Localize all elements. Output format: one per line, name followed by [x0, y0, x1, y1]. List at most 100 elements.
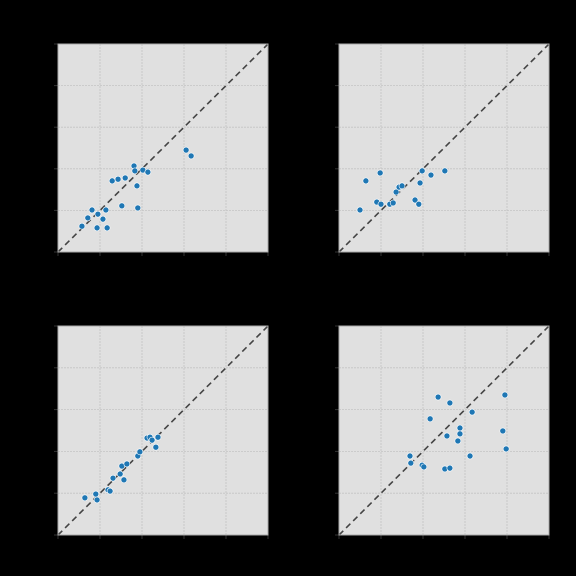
y-tick-label: 3	[45, 123, 51, 133]
point	[88, 206, 96, 214]
point	[446, 464, 454, 472]
point	[502, 445, 510, 453]
x-tick-label: 0	[336, 543, 342, 553]
plot-frame	[338, 43, 550, 253]
x-tick-label: 3	[462, 260, 468, 270]
point	[362, 177, 370, 185]
y-tick-label: 3	[45, 405, 51, 415]
point	[144, 168, 152, 176]
point	[434, 393, 442, 401]
point	[407, 459, 415, 467]
point	[114, 175, 122, 183]
point	[441, 167, 449, 175]
point	[420, 463, 428, 471]
x-tick-label: 1	[378, 260, 384, 270]
point	[454, 437, 462, 445]
x-tick-label: 5	[546, 260, 552, 270]
point	[376, 169, 384, 177]
plot-area	[58, 44, 268, 252]
point	[406, 452, 414, 460]
point	[356, 206, 364, 214]
point	[133, 182, 141, 190]
plot-frame	[57, 325, 269, 536]
y-tick-label: 1	[326, 489, 332, 499]
point	[93, 496, 101, 504]
plot-frame	[338, 325, 550, 536]
y-tick-label: 4	[45, 363, 51, 373]
point	[456, 430, 464, 438]
y-tick-label: 2	[45, 447, 51, 457]
point	[426, 415, 434, 423]
point	[501, 391, 509, 399]
point	[78, 222, 86, 230]
point	[499, 427, 507, 435]
x-tick-label: 0	[336, 260, 342, 270]
x-tick-label: 5	[265, 260, 271, 270]
point	[418, 167, 426, 175]
point	[152, 443, 160, 451]
point	[187, 152, 195, 160]
point	[134, 204, 142, 212]
point	[148, 436, 156, 444]
x-tick-label: 2	[420, 543, 426, 553]
x-tick-label: 1	[378, 543, 384, 553]
y-tick-label: 2	[326, 164, 332, 174]
point	[182, 146, 190, 154]
y-tick-label: 2	[326, 447, 332, 457]
point	[120, 476, 128, 484]
y-tick-label: 5	[326, 322, 332, 332]
x-tick-label: 2	[139, 543, 145, 553]
point	[377, 200, 385, 208]
point	[81, 494, 89, 502]
y-tick-label: 0	[326, 531, 332, 541]
y-tick-label: 0	[45, 531, 51, 541]
y-tick-label: 1	[326, 206, 332, 216]
point	[427, 171, 435, 179]
x-tick-label: 0	[55, 260, 61, 270]
point	[103, 224, 111, 232]
x-tick-label: 4	[504, 260, 510, 270]
point	[109, 474, 117, 482]
plot-area	[339, 44, 549, 252]
plot-area	[58, 326, 268, 535]
point	[118, 202, 126, 210]
point	[116, 470, 124, 478]
point	[99, 215, 107, 223]
y-tick-label: 3	[326, 405, 332, 415]
point	[94, 210, 102, 218]
x-tick-label: 1	[97, 260, 103, 270]
y-tick-label: 5	[45, 40, 51, 50]
point	[136, 448, 144, 456]
point	[392, 188, 400, 196]
y-tick-label: 2	[45, 164, 51, 174]
plot-frame	[57, 43, 269, 253]
point	[389, 199, 397, 207]
x-tick-label: 3	[462, 543, 468, 553]
x-tick-label: 4	[504, 543, 510, 553]
x-tick-label: 1	[97, 543, 103, 553]
y-tick-label: 1	[45, 489, 51, 499]
point	[121, 174, 129, 182]
point	[123, 460, 131, 468]
x-tick-label: 3	[181, 260, 187, 270]
y-tick-label: 1	[45, 206, 51, 216]
point	[446, 399, 454, 407]
point	[468, 408, 476, 416]
point	[154, 433, 162, 441]
point	[92, 490, 100, 498]
point	[398, 182, 406, 190]
point	[415, 200, 423, 208]
y-tick-label: 4	[326, 81, 332, 91]
point	[411, 196, 419, 204]
point	[106, 487, 114, 495]
x-tick-label: 0	[55, 543, 61, 553]
plot-area	[339, 326, 549, 535]
x-tick-label: 5	[546, 543, 552, 553]
y-tick-label: 0	[45, 248, 51, 258]
y-tick-label: 5	[45, 322, 51, 332]
point	[131, 167, 139, 175]
y-tick-label: 5	[326, 40, 332, 50]
x-tick-label: 4	[223, 543, 229, 553]
